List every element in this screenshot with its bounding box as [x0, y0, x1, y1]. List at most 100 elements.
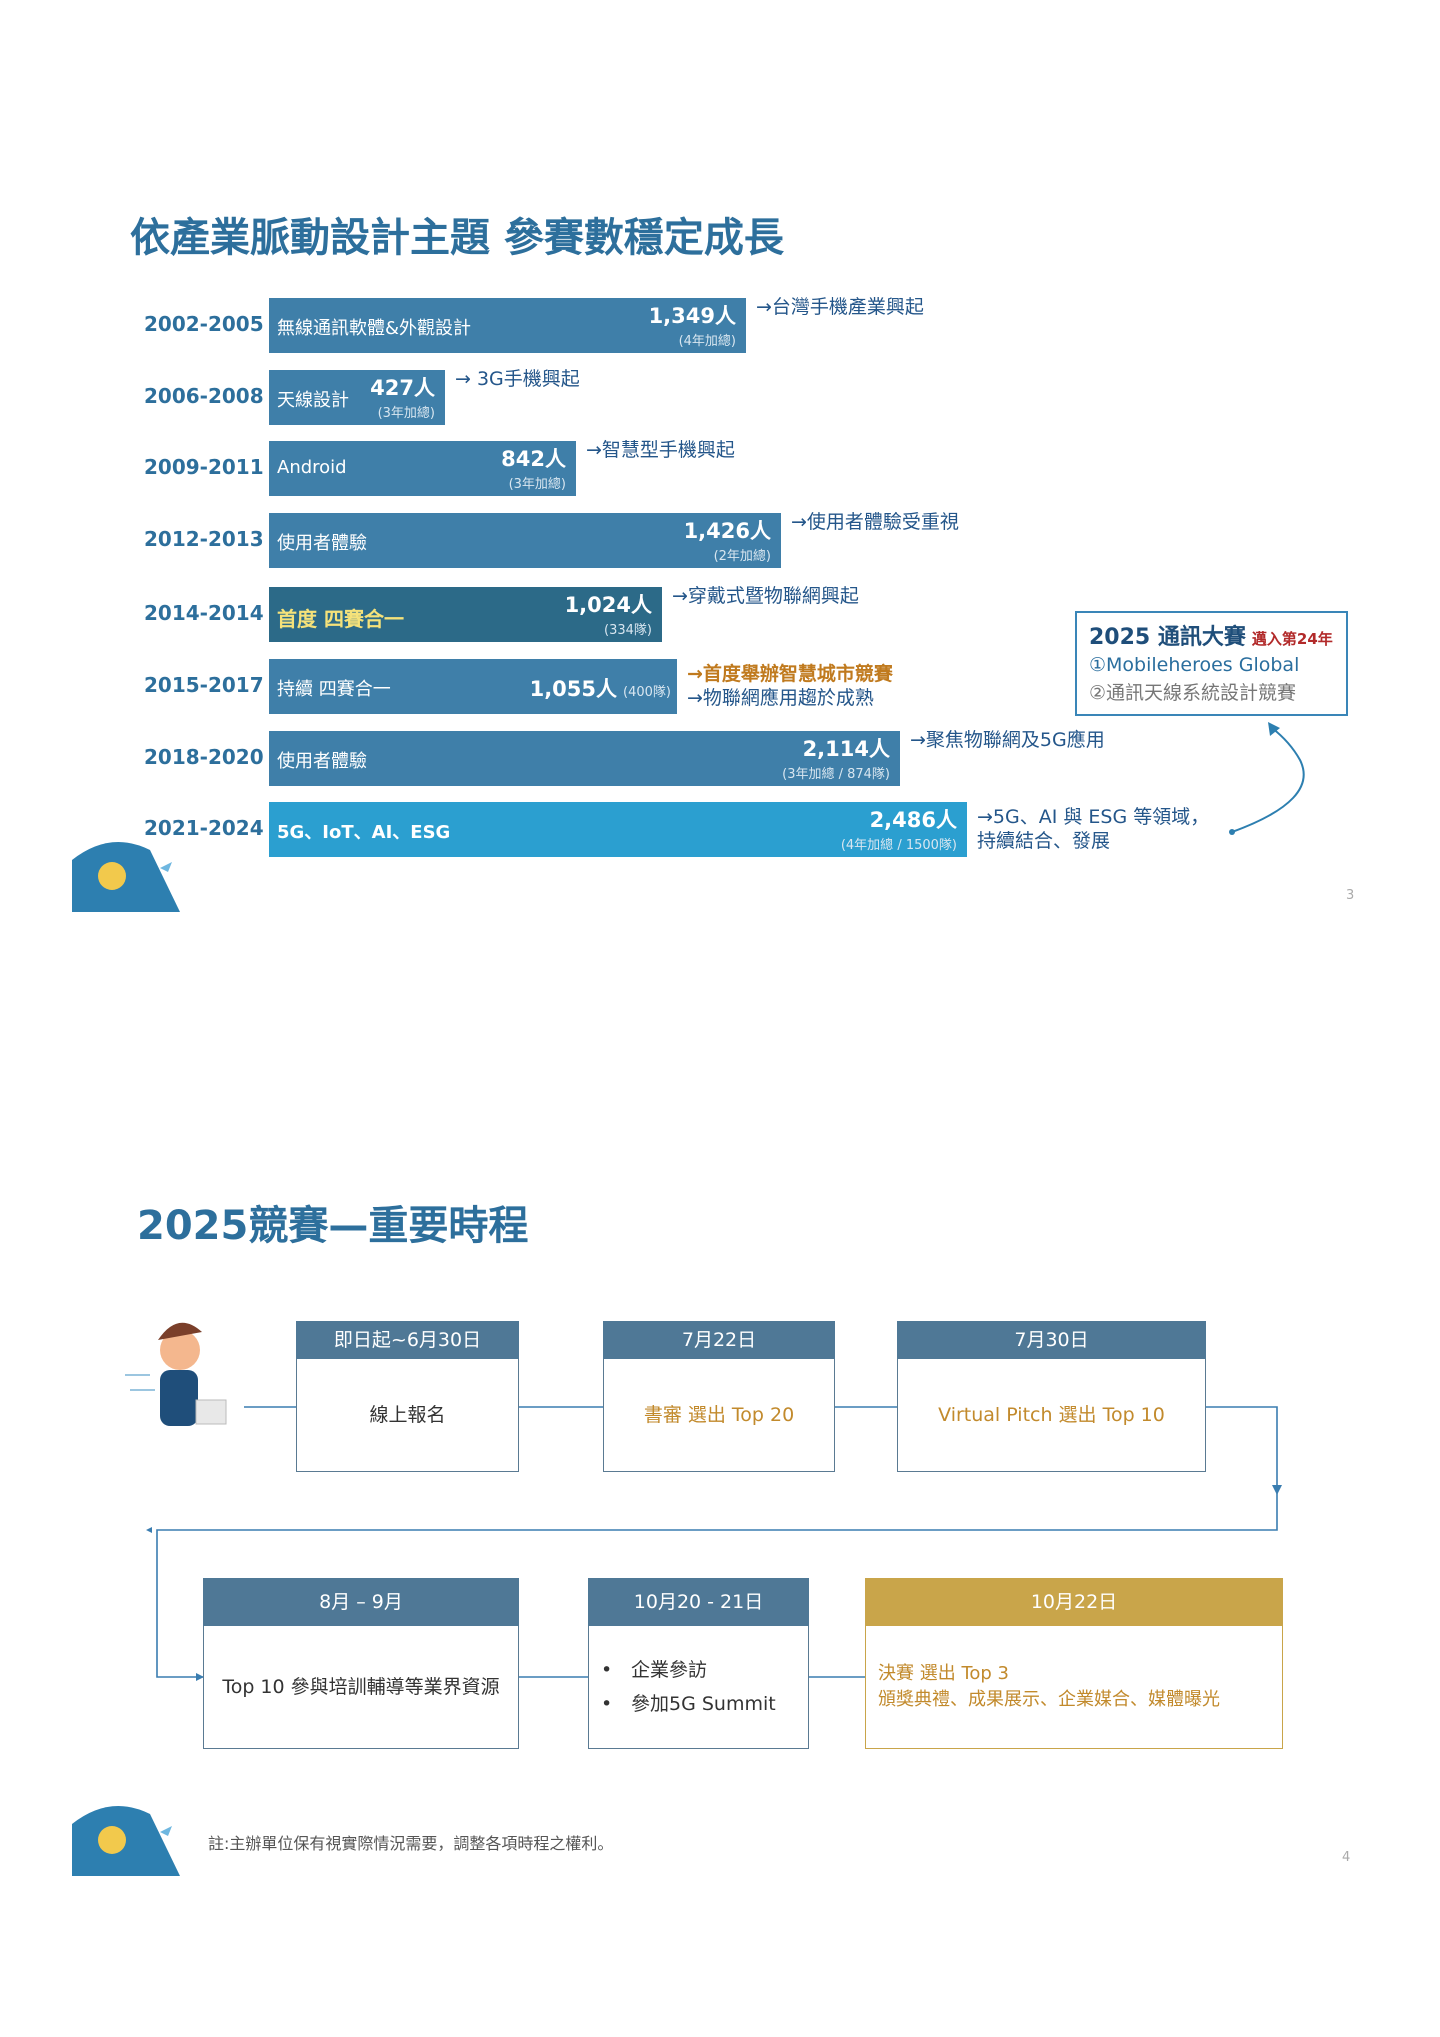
box-item: ②通訊天線系統設計競賽 [1089, 682, 1297, 704]
count: 1,349人 [648, 304, 736, 328]
step-text: • 企業參訪 [601, 1653, 707, 1687]
trend: → 3G手機興起 [455, 368, 580, 390]
period: 2021-2024 [144, 816, 264, 840]
count-sub: (4年加總) [678, 334, 736, 349]
period: 2002-2005 [144, 312, 264, 336]
count-sub: (3年加總 / 874隊) [782, 767, 890, 782]
bar: 使用者體驗 2,114人 (3年加總 / 874隊) [269, 731, 900, 786]
count: 1,426人 [683, 519, 771, 543]
bar-label: 使用者體驗 [277, 533, 367, 554]
trend: →物聯網應用趨於成熟 [687, 687, 874, 709]
step-text: 書審 選出 Top 20 [643, 1404, 795, 1426]
bar-label: 使用者體驗 [277, 751, 367, 772]
step-date: 10月22日 [865, 1578, 1283, 1626]
trend: →首度舉辦智慧城市競賽 [687, 663, 893, 685]
step-date: 7月30日 [897, 1321, 1206, 1359]
step-date: 即日起~6月30日 [296, 1321, 519, 1359]
period: 2014-2014 [144, 601, 264, 625]
trend-box: →聚焦物聯網及5G應用 [910, 728, 1105, 752]
bar: 天線設計 427人 (3年加總) [269, 370, 445, 425]
trend-box: →智慧型手機興起 [586, 438, 735, 462]
count-sub: (4年加總 / 1500隊) [840, 838, 957, 853]
page-number: 3 [1346, 888, 1355, 903]
page-number: 4 [1342, 1850, 1351, 1865]
step-body: 決賽 選出 Top 3 頒獎典禮、成果展示、企業媒合、媒體曝光 [865, 1626, 1283, 1749]
trend: →5G、AI 與 ESG 等領域， [977, 806, 1210, 828]
info-box: 2025 通訊大賽 邁入第24年 ①Mobileheroes Global ②通訊天線… [1075, 611, 1348, 716]
box-head: 2025 通訊大賽 邁入第24年 [1089, 619, 1334, 651]
flow-line [156, 1406, 1278, 1678]
count-box: 2,486人 (4年加總 / 1500隊) [841, 804, 957, 853]
title: 2025競賽—重要時程 [137, 1203, 529, 1249]
step-text: Virtual Pitch 選出 Top 10 [938, 1404, 1165, 1426]
count-box: 1,024人 (334隊) [565, 589, 652, 638]
trend: →台灣手機產業興起 [756, 296, 924, 318]
step-date: 7月22日 [603, 1321, 835, 1359]
period: 2009-2011 [144, 455, 264, 479]
step-body: • 企業參訪 • 參加5G Summit [588, 1626, 809, 1749]
bar-label: 5G、IoT、AI、ESG [277, 822, 451, 843]
trend-box: →穿戴式暨物聯網興起 [672, 584, 859, 608]
dot [1229, 829, 1235, 835]
person [125, 1322, 227, 1426]
step-text: 線上報名 [369, 1404, 446, 1426]
count: 1,055人 [529, 677, 618, 701]
trend: →穿戴式暨物聯網興起 [672, 585, 859, 607]
bar: Android 842人 (3年加總) [269, 441, 576, 496]
step-text: • 參加5G Summit [601, 1687, 776, 1721]
period: 2006-2008 [144, 384, 264, 408]
count-sub: (400隊) [623, 685, 671, 700]
step-body: Top 10 參與培訓輔導等業界資源 [203, 1626, 519, 1749]
count-box: 1,426人 (2年加總) [684, 515, 771, 564]
bar-label: 天線設計 [277, 390, 349, 411]
count-sub: (3年加總) [377, 406, 435, 421]
bar: 使用者體驗 1,426人 (2年加總) [269, 513, 781, 568]
bar: 5G、IoT、AI、ESG 2,486人 (4年加總 / 1500隊) [269, 802, 967, 857]
count-box: 1,055人 (400隊) [530, 673, 671, 703]
bar-label: 持續 四賽合一 [277, 679, 391, 700]
box-badge: 邁入第24年 [1251, 630, 1333, 648]
count: 2,114人 [802, 737, 890, 761]
count-box: 842人 (3年加總) [501, 443, 566, 492]
count-sub: (3年加總) [508, 477, 566, 492]
trend: 持續結合、發展 [977, 830, 1111, 852]
period: 2018-2020 [144, 745, 264, 769]
trend: →聚焦物聯網及5G應用 [910, 729, 1105, 751]
trend-box: → 3G手機興起 [455, 367, 580, 391]
bar-label: Android [277, 457, 347, 478]
step-body: 書審 選出 Top 20 [603, 1359, 835, 1472]
step-body: 線上報名 [296, 1359, 519, 1472]
count: 842人 [501, 447, 566, 471]
count-sub: (334隊) [604, 623, 652, 638]
trend: →智慧型手機興起 [586, 439, 735, 461]
bar: 首度 四賽合一 1,024人 (334隊) [269, 587, 662, 642]
step-text: 頒獎典禮、成果展示、企業媒合、媒體曝光 [878, 1689, 1220, 1710]
period: 2012-2013 [144, 527, 264, 551]
trend-box: →5G、AI 與 ESG 等領域， 持續結合、發展 [977, 805, 1209, 853]
trend-box: →台灣手機產業興起 [756, 295, 924, 319]
step-date: 10月20 - 21日 [588, 1578, 809, 1626]
count-sub: (2年加總) [713, 549, 771, 564]
bullet: • [601, 1693, 613, 1715]
step-text: Top 10 參與培訓輔導等業界資源 [222, 1676, 500, 1698]
step-text: 決賽 選出 Top 3 [878, 1663, 1009, 1684]
bar: 持續 四賽合一 1,055人 (400隊) [269, 659, 677, 714]
box-heading: 2025 通訊大賽 [1089, 625, 1246, 650]
arrow-head [1268, 722, 1280, 736]
step-body: Virtual Pitch 選出 Top 10 [897, 1359, 1206, 1472]
bar-label: 首度 四賽合一 [277, 607, 404, 631]
count-box: 427人 (3年加總) [370, 372, 435, 421]
count-box: 1,349人 (4年加總) [649, 300, 736, 349]
note: 註:主辦單位保有視實際情況需要，調整各項時程之權利。 [208, 1834, 614, 1853]
count: 427人 [370, 376, 435, 400]
arrow [1231, 727, 1305, 833]
trend-box: →使用者體驗受重視 [791, 510, 959, 534]
step-date: 8月 – 9月 [203, 1578, 519, 1626]
count: 2,486人 [869, 808, 957, 832]
title: 依產業脈動設計主題 參賽數穩定成長 [130, 215, 784, 261]
period: 2015-2017 [144, 673, 264, 697]
box-item: ①Mobileheroes Global [1089, 654, 1300, 676]
bar: 無線通訊軟體&外觀設計 1,349人 (4年加總) [269, 298, 746, 353]
trend: →使用者體驗受重視 [791, 511, 959, 533]
